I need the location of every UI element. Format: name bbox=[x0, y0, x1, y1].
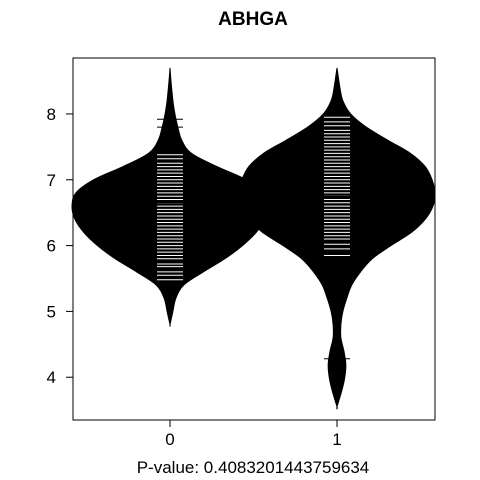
bean-0 bbox=[71, 67, 269, 327]
y-tick-label: 6 bbox=[47, 237, 56, 256]
y-tick-label: 5 bbox=[47, 302, 56, 321]
y-axis: 4 5 6 7 8 bbox=[47, 105, 74, 387]
y-tick-label: 4 bbox=[47, 368, 56, 387]
chart-title: ABHGA bbox=[218, 9, 288, 30]
y-tick-label: 7 bbox=[47, 171, 56, 190]
bean-1 bbox=[238, 67, 436, 410]
p-value-label: P-value: 0.4083201443759634 bbox=[137, 458, 370, 477]
mean-lines bbox=[73, 195, 435, 204]
x-tick-label: 0 bbox=[165, 430, 174, 449]
x-tick-label: 1 bbox=[332, 430, 341, 449]
y-tick-label: 8 bbox=[47, 105, 56, 124]
bean-group bbox=[71, 67, 436, 410]
